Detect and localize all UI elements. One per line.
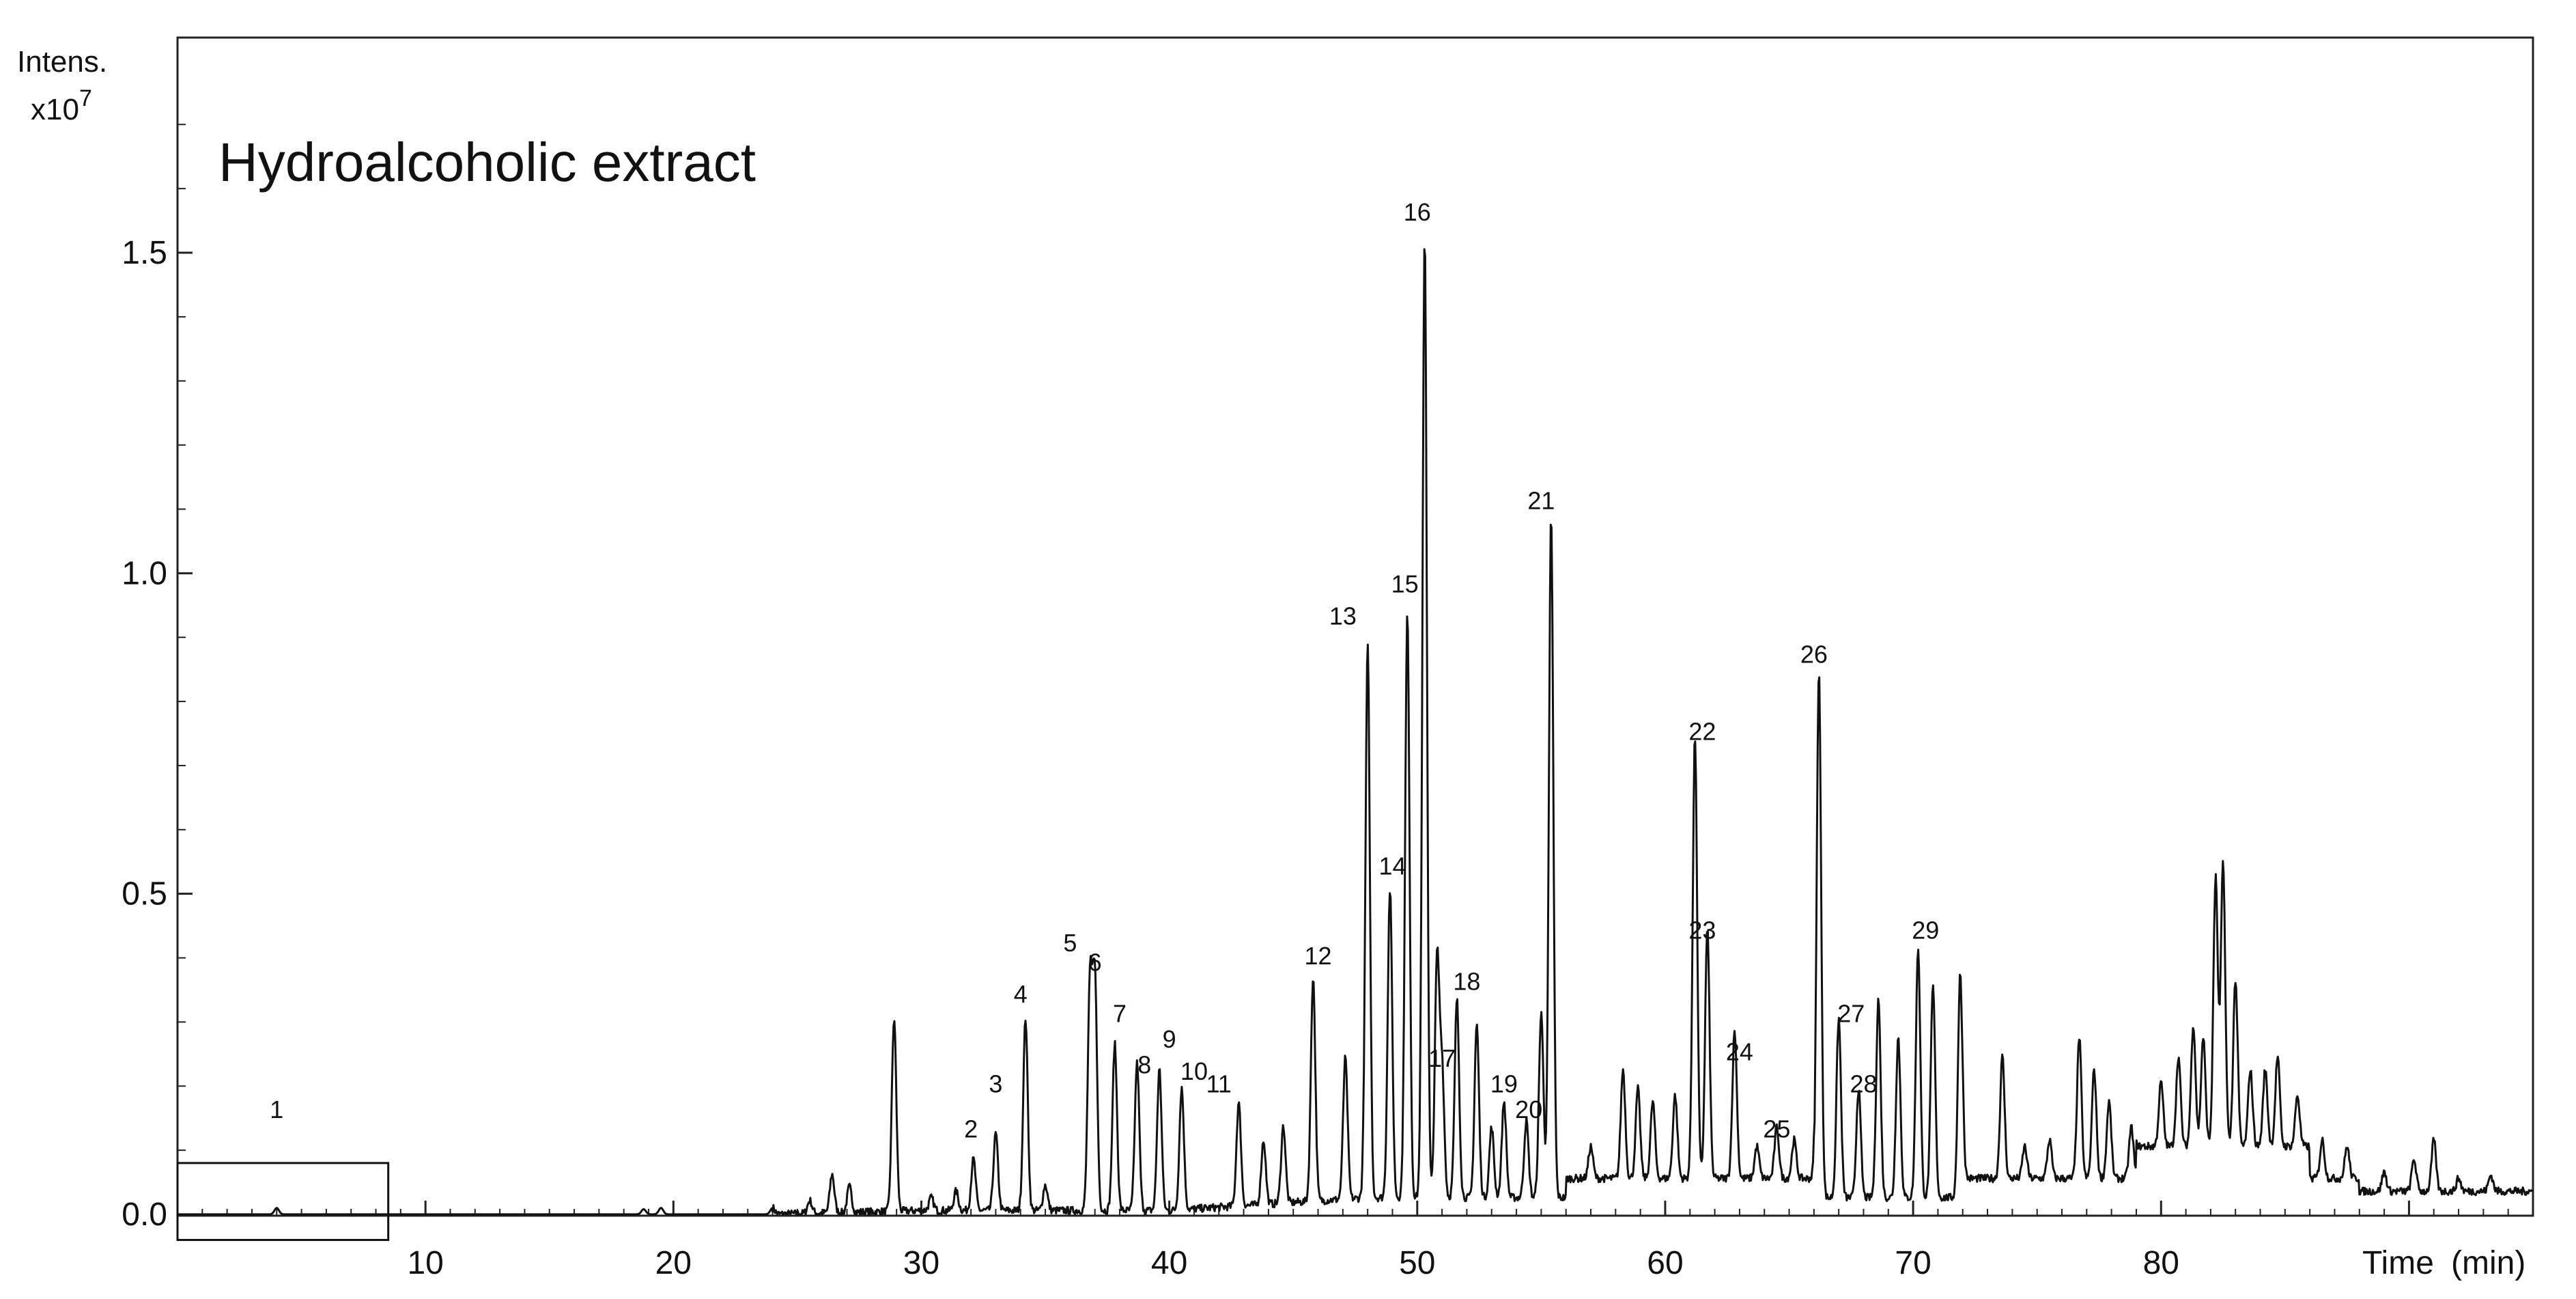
peak-label-5: 5	[1063, 929, 1077, 957]
peak-label-18: 18	[1453, 967, 1480, 995]
x-axis-label: Time	[2362, 1245, 2434, 1281]
y-axis-scale-exponent: 7	[79, 85, 92, 111]
x-tick-label: 70	[1895, 1245, 1931, 1281]
peak-label-14: 14	[1378, 852, 1406, 880]
peak-label-20: 20	[1515, 1095, 1542, 1123]
peak-label-15: 15	[1391, 570, 1419, 598]
chart-title: Hydroalcoholic extract	[218, 132, 756, 193]
peak-label-26: 26	[1800, 641, 1828, 669]
peak-label-1: 1	[270, 1095, 283, 1123]
peak-label-10: 10	[1180, 1057, 1208, 1085]
peak-label-23: 23	[1688, 916, 1716, 944]
y-axis-label: Intens.	[17, 45, 107, 79]
x-tick-label: 50	[1399, 1245, 1435, 1281]
peak-label-24: 24	[1726, 1038, 1753, 1066]
peak-label-7: 7	[1113, 999, 1127, 1027]
peak-label-11: 11	[1206, 1070, 1232, 1098]
peak-label-3: 3	[989, 1070, 1002, 1098]
x-axis-unit: (min)	[2451, 1245, 2525, 1281]
chromatogram-trace	[177, 248, 2534, 1216]
peak-labels: 1234567891011121314151617181920212223242…	[270, 198, 1939, 1143]
peak-label-2: 2	[964, 1115, 978, 1143]
peak-label-6: 6	[1088, 948, 1102, 976]
peak-label-12: 12	[1305, 942, 1332, 970]
peak-label-17: 17	[1428, 1044, 1456, 1072]
x-tick-label: 40	[1151, 1245, 1187, 1281]
peak-label-28: 28	[1850, 1070, 1877, 1098]
y-tick-label: 0.5	[122, 876, 167, 912]
y-axis-scale-base: x10	[31, 93, 79, 126]
x-tick-label: 10	[407, 1245, 443, 1281]
peak-label-19: 19	[1490, 1070, 1518, 1098]
x-tick-label: 80	[2143, 1245, 2179, 1281]
x-tick-label: 20	[655, 1245, 692, 1281]
y-tick-label: 1.5	[122, 235, 167, 271]
x-tick-label: 30	[903, 1245, 939, 1281]
highlight-box	[176, 1162, 390, 1242]
peak-label-8: 8	[1137, 1050, 1151, 1078]
y-tick-label: 0.0	[122, 1197, 167, 1233]
peak-label-21: 21	[1527, 486, 1555, 514]
peak-label-27: 27	[1837, 999, 1865, 1027]
peak-label-9: 9	[1163, 1025, 1176, 1053]
peak-label-22: 22	[1688, 717, 1716, 745]
x-tick-label: 60	[1647, 1245, 1683, 1281]
y-tick-label: 1.0	[122, 555, 167, 591]
peak-label-13: 13	[1329, 602, 1357, 630]
y-axis: 0.0 0.5 1.0 1.5	[122, 124, 193, 1233]
peak-label-16: 16	[1404, 198, 1431, 226]
peak-label-4: 4	[1014, 980, 1028, 1008]
plot-frame	[176, 36, 2534, 1217]
y-axis-scale: x107	[31, 85, 92, 126]
x-axis: 10 20 30 40 50 60 70 80	[201, 1201, 2509, 1281]
peak-label-29: 29	[1912, 916, 1939, 944]
peak-label-25: 25	[1763, 1115, 1790, 1143]
